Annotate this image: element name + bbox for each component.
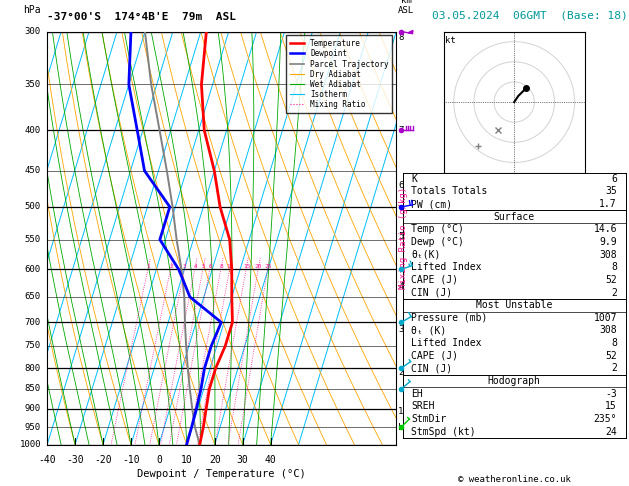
Text: 24: 24 — [605, 427, 617, 436]
Text: Mixing Ratio (g/kg): Mixing Ratio (g/kg) — [399, 187, 408, 289]
Text: Dewpoint / Temperature (°C): Dewpoint / Temperature (°C) — [137, 469, 306, 480]
Text: Hodograph: Hodograph — [487, 376, 541, 386]
Text: 6: 6 — [611, 174, 617, 184]
Text: CAPE (J): CAPE (J) — [411, 275, 459, 285]
Text: PW (cm): PW (cm) — [411, 199, 453, 209]
Text: 3: 3 — [183, 264, 187, 269]
Text: 35: 35 — [605, 187, 617, 196]
Text: 3: 3 — [398, 325, 403, 334]
Legend: Temperature, Dewpoint, Parcel Trajectory, Dry Adiabat, Wet Adiabat, Isotherm, Mi: Temperature, Dewpoint, Parcel Trajectory… — [286, 35, 392, 113]
Text: kt: kt — [445, 36, 456, 45]
Text: CIN (J): CIN (J) — [411, 364, 453, 373]
Text: 7: 7 — [398, 126, 403, 135]
Text: 1000: 1000 — [19, 440, 41, 449]
Text: 1: 1 — [398, 407, 403, 416]
Text: Pressure (mb): Pressure (mb) — [411, 313, 488, 323]
Text: © weatheronline.co.uk: © weatheronline.co.uk — [458, 474, 571, 484]
Text: 10: 10 — [226, 264, 234, 269]
Text: 308: 308 — [599, 250, 617, 260]
Text: 235°: 235° — [593, 414, 617, 424]
Text: SREH: SREH — [411, 401, 435, 411]
Text: 6: 6 — [398, 181, 403, 190]
Text: StmDir: StmDir — [411, 414, 447, 424]
Text: 700: 700 — [25, 318, 41, 327]
Text: 950: 950 — [25, 423, 41, 432]
Text: 9.9: 9.9 — [599, 237, 617, 247]
Text: 40: 40 — [265, 455, 277, 465]
Text: 600: 600 — [25, 265, 41, 274]
Text: -20: -20 — [94, 455, 112, 465]
Text: 5: 5 — [202, 264, 205, 269]
Text: -37°00'S  174°4B'E  79m  ASL: -37°00'S 174°4B'E 79m ASL — [47, 12, 236, 22]
Text: CAPE (J): CAPE (J) — [411, 351, 459, 361]
Text: 2: 2 — [169, 264, 173, 269]
Text: 2: 2 — [398, 368, 403, 377]
Text: 650: 650 — [25, 293, 41, 301]
Text: 300: 300 — [25, 27, 41, 36]
Text: 10: 10 — [181, 455, 192, 465]
Text: Surface: Surface — [494, 212, 535, 222]
Text: CIN (J): CIN (J) — [411, 288, 453, 297]
Text: 1007: 1007 — [593, 313, 617, 323]
Text: km
ASL: km ASL — [398, 0, 414, 15]
Text: 400: 400 — [25, 126, 41, 135]
Text: 15: 15 — [243, 264, 250, 269]
Text: hPa: hPa — [23, 5, 41, 15]
Text: 25: 25 — [264, 264, 272, 269]
Text: 30: 30 — [237, 455, 248, 465]
Text: 350: 350 — [25, 80, 41, 89]
Text: 2: 2 — [611, 288, 617, 297]
Text: θₜ(K): θₜ(K) — [411, 250, 441, 260]
Text: 14.6: 14.6 — [593, 225, 617, 234]
Text: K: K — [411, 174, 418, 184]
Text: 6: 6 — [208, 264, 212, 269]
Text: EH: EH — [411, 389, 423, 399]
Text: -40: -40 — [38, 455, 56, 465]
Text: 8: 8 — [398, 33, 403, 42]
Text: Lifted Index: Lifted Index — [411, 262, 482, 272]
Text: 800: 800 — [25, 364, 41, 373]
Text: 20: 20 — [209, 455, 221, 465]
Text: Most Unstable: Most Unstable — [476, 300, 552, 310]
Text: 450: 450 — [25, 166, 41, 175]
Text: Totals Totals: Totals Totals — [411, 187, 488, 196]
Text: -3: -3 — [605, 389, 617, 399]
Text: Lifted Index: Lifted Index — [411, 338, 482, 348]
Text: 1: 1 — [147, 264, 150, 269]
Text: 1.7: 1.7 — [599, 199, 617, 209]
Text: -10: -10 — [122, 455, 140, 465]
Text: 03.05.2024  06GMT  (Base: 18): 03.05.2024 06GMT (Base: 18) — [432, 11, 628, 21]
Text: 500: 500 — [25, 202, 41, 211]
Text: 550: 550 — [25, 235, 41, 244]
Text: Temp (°C): Temp (°C) — [411, 225, 464, 234]
Text: 308: 308 — [599, 326, 617, 335]
Text: 52: 52 — [605, 275, 617, 285]
Text: θₜ (K): θₜ (K) — [411, 326, 447, 335]
Text: 4: 4 — [398, 282, 403, 291]
Text: 900: 900 — [25, 404, 41, 413]
Text: 0: 0 — [156, 455, 162, 465]
Text: 750: 750 — [25, 342, 41, 350]
Text: 52: 52 — [605, 351, 617, 361]
Text: 4: 4 — [193, 264, 197, 269]
Text: 850: 850 — [25, 384, 41, 394]
Text: 5: 5 — [398, 232, 403, 241]
Text: 8: 8 — [611, 338, 617, 348]
Text: 8: 8 — [611, 262, 617, 272]
Text: Dewp (°C): Dewp (°C) — [411, 237, 464, 247]
Text: StmSpd (kt): StmSpd (kt) — [411, 427, 476, 436]
Text: 2: 2 — [611, 364, 617, 373]
Text: LCL: LCL — [398, 423, 414, 432]
Text: 20: 20 — [255, 264, 262, 269]
Text: 8: 8 — [220, 264, 223, 269]
Text: 15: 15 — [605, 401, 617, 411]
Text: -30: -30 — [66, 455, 84, 465]
